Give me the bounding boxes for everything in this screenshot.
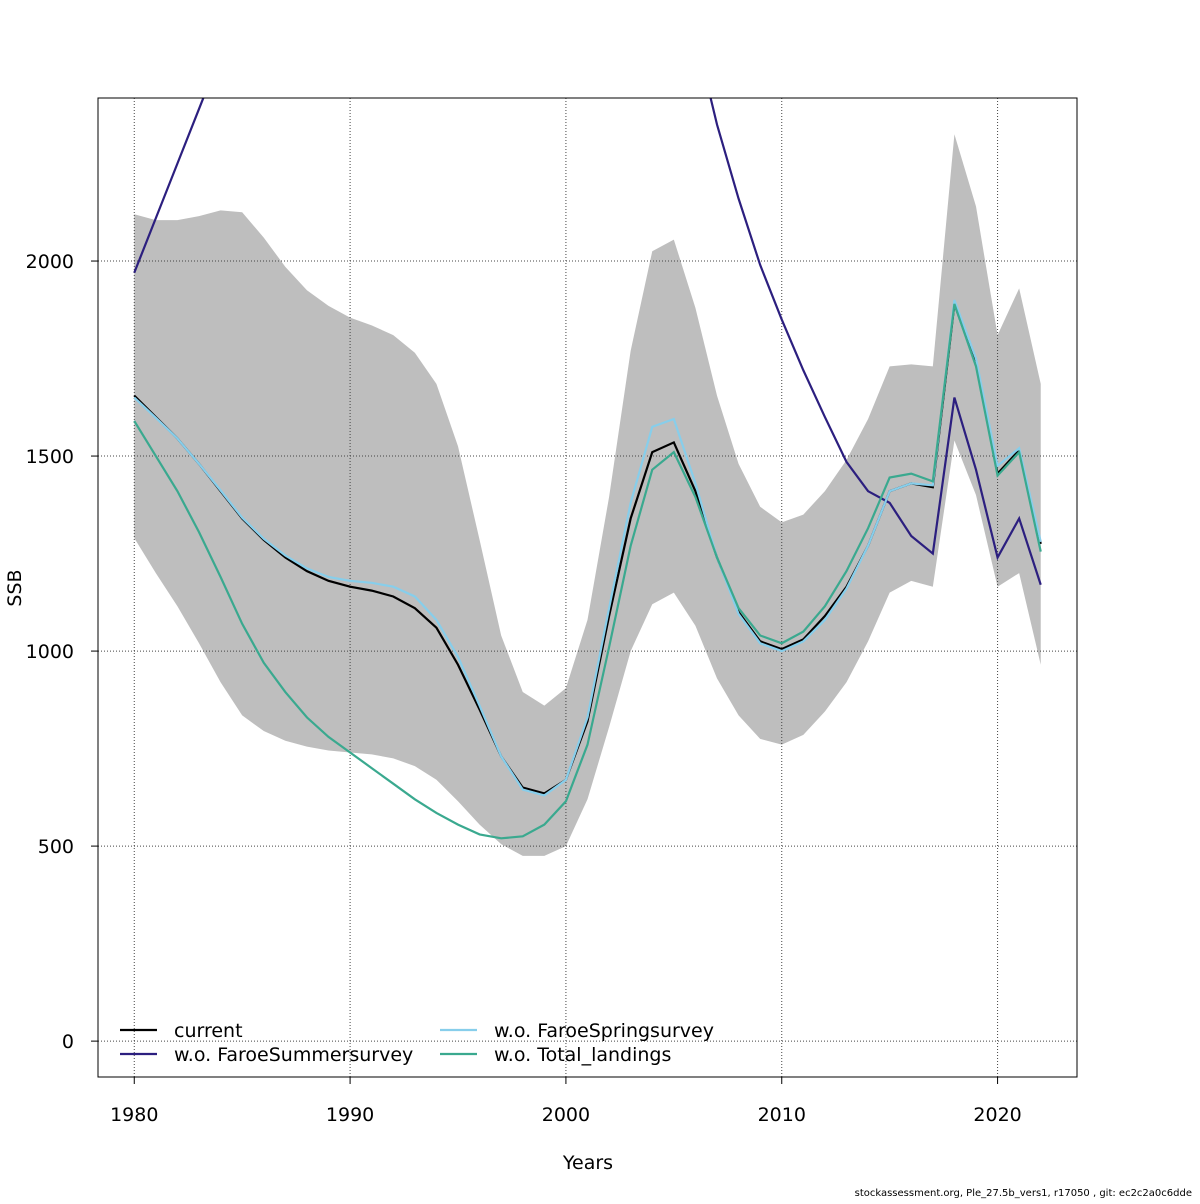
x-axis-label: Years <box>562 1152 613 1174</box>
plot-frame <box>97 97 1078 1078</box>
y-tick-label: 2000 <box>26 251 74 273</box>
x-tick-label: 2020 <box>973 1104 1021 1126</box>
x-tick-label: 2000 <box>542 1104 590 1126</box>
series-line <box>133 303 1042 840</box>
confidence-band <box>134 134 1041 856</box>
y-tick-label: 500 <box>38 836 74 858</box>
series-line <box>133 98 1042 586</box>
y-tick-label: 0 <box>62 1031 74 1053</box>
plot-area <box>98 98 1077 1077</box>
y-tick-label: 1500 <box>26 446 74 468</box>
legend-label: current <box>174 1020 243 1042</box>
x-tick-label: 1990 <box>326 1104 374 1126</box>
y-axis-label: SSB <box>4 569 26 606</box>
x-tick-label: 2010 <box>758 1104 806 1126</box>
legend-label: w.o. Total_landings <box>494 1044 671 1066</box>
series-line <box>133 299 1042 797</box>
y-tick-label: 1000 <box>26 641 74 663</box>
x-tick-label: 1980 <box>110 1104 158 1126</box>
legend-label: w.o. FaroeSpringsurvey <box>494 1020 714 1042</box>
footnote: stockassessment.org, Ple_27.5b_vers1, r1… <box>855 1188 1192 1199</box>
legend-label: w.o. FaroeSummersurvey <box>174 1044 413 1066</box>
